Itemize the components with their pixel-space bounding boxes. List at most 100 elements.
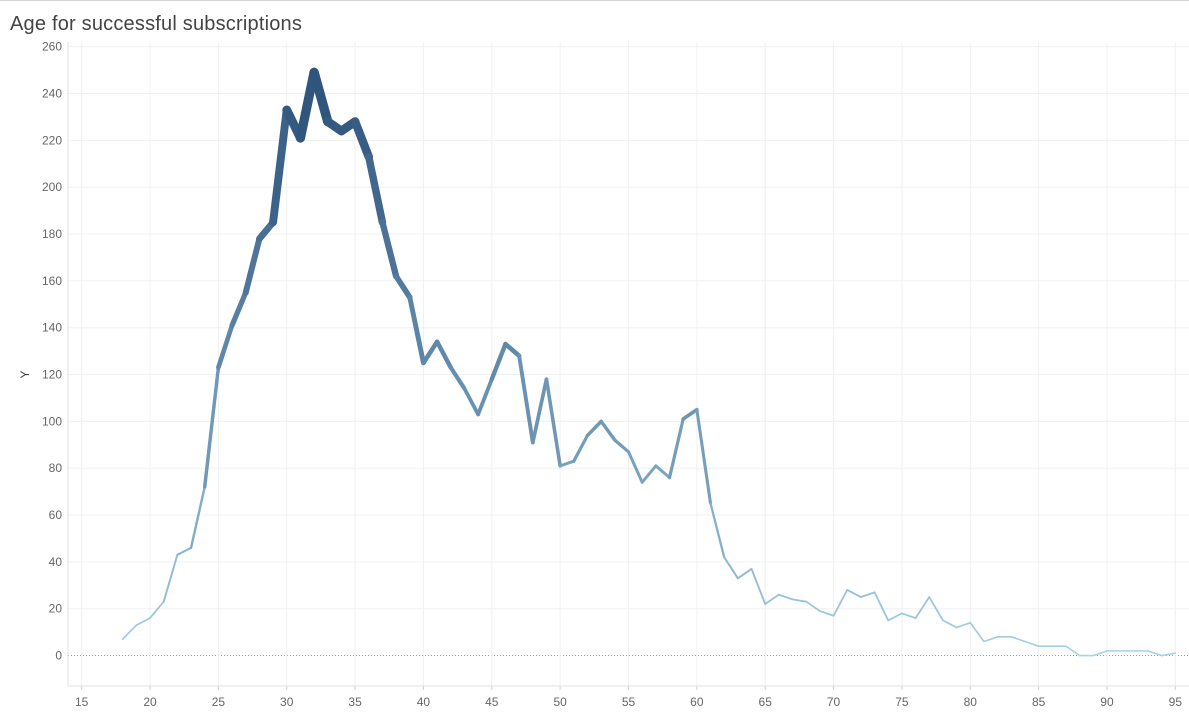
line-segment (681, 407, 699, 421)
line-segment (928, 596, 944, 622)
line-segment (1147, 650, 1163, 657)
line-segment (176, 546, 193, 556)
grid-lines (68, 42, 1189, 686)
y-tick-label: 40 (49, 555, 63, 569)
line-segment (350, 117, 374, 162)
line-segment (421, 339, 440, 366)
line-segment (901, 612, 917, 619)
series-line (121, 67, 1177, 657)
line-segment (832, 589, 849, 617)
line-segment (572, 433, 590, 463)
x-tick-label: 40 (417, 695, 431, 709)
line-segment (805, 600, 821, 612)
line-segment (873, 591, 890, 622)
x-tick-label: 55 (622, 695, 636, 709)
x-tick-label: 75 (895, 695, 909, 709)
line-segment (476, 377, 494, 417)
x-tick-label: 25 (212, 695, 226, 709)
x-tick-label: 50 (553, 695, 567, 709)
line-segment (1010, 636, 1026, 643)
x-tick-label: 65 (759, 695, 773, 709)
line-segment (819, 610, 835, 617)
x-tick-label: 80 (964, 695, 978, 709)
line-segment (695, 408, 713, 505)
line-segment (202, 365, 221, 489)
line-segment (1092, 650, 1108, 657)
line-segment (777, 593, 794, 601)
line-segment (955, 621, 972, 629)
line-segment (216, 323, 235, 370)
line-segment (1024, 640, 1040, 647)
y-tick-label: 220 (42, 133, 62, 147)
x-tick-label: 30 (280, 695, 294, 709)
line-segment (983, 636, 999, 643)
line-segment (365, 153, 387, 227)
line-segment (914, 596, 931, 619)
line-segment (709, 502, 726, 559)
line-segment (434, 339, 454, 370)
line-segment (1160, 652, 1177, 657)
line-segment (448, 365, 467, 391)
x-tick-label: 20 (143, 695, 157, 709)
line-segment (121, 624, 138, 640)
line-segment (942, 619, 958, 629)
line-segment (135, 617, 151, 626)
y-axis-label: Y (18, 371, 32, 379)
line-segment (969, 621, 985, 643)
line-segment (558, 459, 576, 468)
line-segment (750, 567, 767, 605)
top-border (0, 0, 1189, 1)
line-segment (736, 567, 753, 580)
x-tick-label: 60 (690, 695, 704, 709)
line-segment (654, 464, 671, 480)
y-tick-label: 240 (42, 87, 62, 101)
line-segment (599, 419, 617, 442)
line-segment (379, 219, 400, 280)
line-segment (723, 556, 739, 580)
x-tick-label: 45 (485, 695, 499, 709)
y-tick-label: 100 (42, 414, 62, 428)
x-tick-label: 90 (1100, 695, 1114, 709)
line-segment (530, 377, 549, 445)
axes: 0 20 40 60 80 100 120 140 160 180 200 220 240 260 15 20… (42, 40, 1189, 709)
y-tick-label: 0 (55, 649, 62, 663)
x-tick-label: 95 (1169, 695, 1183, 709)
line-segment (1065, 645, 1081, 657)
line-segment (462, 386, 481, 417)
line-segment (627, 450, 644, 484)
y-tick-label: 120 (42, 368, 62, 382)
line-segment (269, 105, 291, 227)
line-segment (242, 235, 263, 296)
line-segment (585, 419, 603, 438)
line-segment (162, 553, 179, 603)
line-segment (887, 612, 903, 622)
line-segment (149, 600, 165, 619)
line-segment (667, 417, 685, 480)
line-segment (489, 341, 508, 382)
line-segment (640, 464, 658, 484)
x-tick-label: 35 (348, 695, 362, 709)
line-segment (407, 294, 426, 366)
y-tick-label: 200 (42, 180, 62, 194)
y-tick-label: 60 (49, 508, 63, 522)
line-segment (309, 67, 333, 127)
line-segment (503, 341, 522, 359)
chart-title: Age for successful subscriptions (10, 13, 303, 35)
y-tick-label: 160 (42, 274, 62, 288)
line-segment (613, 438, 631, 454)
x-tick-label: 85 (1032, 695, 1046, 709)
y-tick-label: 20 (49, 602, 63, 616)
x-tick-label: 15 (75, 695, 89, 709)
line-segment (295, 67, 319, 143)
line-segment (791, 598, 808, 603)
y-tick-label: 140 (42, 321, 62, 335)
line-segment (764, 593, 780, 605)
line-segment (393, 273, 413, 301)
x-tick-label: 70 (827, 695, 841, 709)
line-segment (846, 589, 862, 598)
y-tick-label: 260 (42, 40, 62, 54)
line-segment (517, 353, 535, 445)
y-tick-label: 180 (42, 227, 62, 241)
line-segment (544, 377, 562, 468)
